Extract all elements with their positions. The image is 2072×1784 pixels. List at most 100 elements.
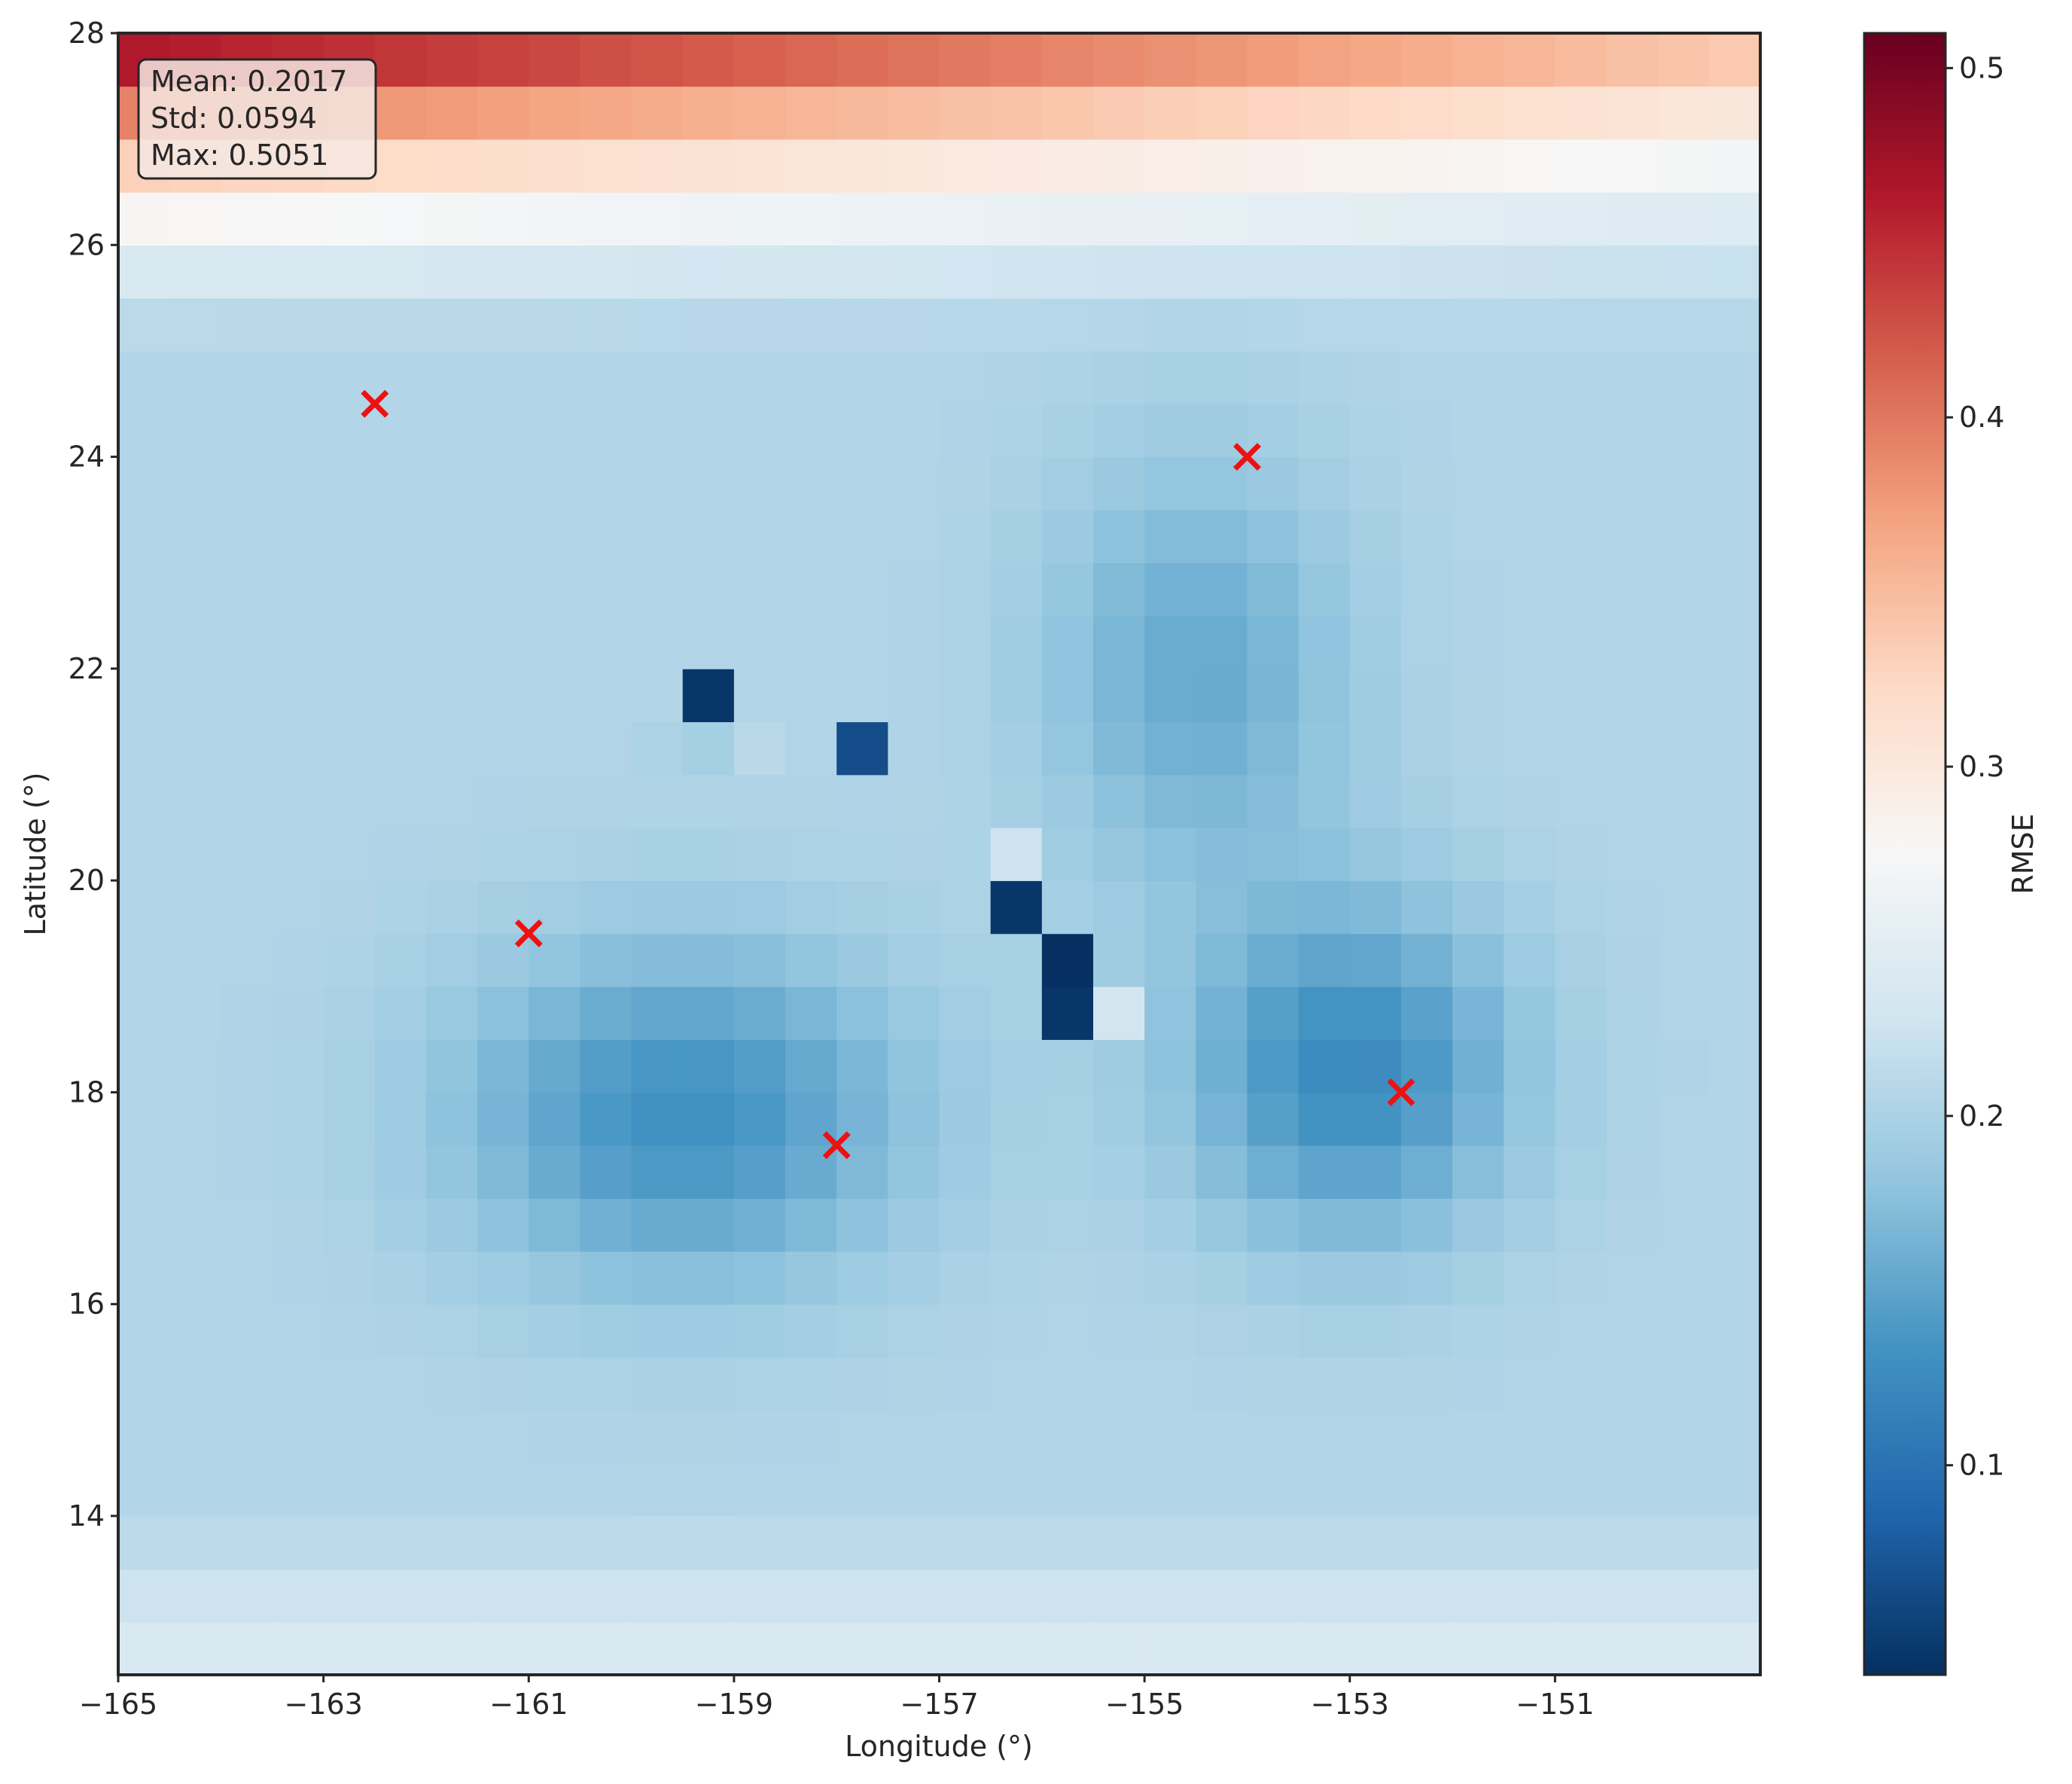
- heatmap-cell: [682, 880, 735, 935]
- heatmap-cell: [1144, 1092, 1197, 1146]
- heatmap-cell: [1555, 880, 1607, 935]
- heatmap-cell: [1247, 721, 1300, 776]
- heatmap-cell: [1298, 1251, 1351, 1305]
- heatmap-cell: [477, 721, 530, 776]
- heatmap-cell: [221, 509, 273, 564]
- station-marker: [1233, 443, 1261, 471]
- heatmap-cell: [580, 880, 632, 935]
- heatmap-cell: [682, 1145, 735, 1199]
- heatmap-cell: [323, 986, 376, 1040]
- heatmap-cell: [939, 1304, 992, 1358]
- heatmap-cell: [221, 563, 273, 617]
- heatmap-cell: [1196, 880, 1248, 935]
- heatmap-cell: [477, 774, 530, 828]
- heatmap-cell: [1349, 1410, 1402, 1464]
- heatmap-cell: [1504, 297, 1556, 352]
- y-tick: 18: [69, 1075, 118, 1109]
- heatmap-cell: [1041, 86, 1094, 140]
- heatmap-cell: [682, 1410, 735, 1464]
- heatmap-cell: [1196, 509, 1248, 564]
- heatmap-cell: [1708, 1357, 1761, 1411]
- heatmap-cell: [836, 33, 889, 87]
- heatmap-cell: [1349, 1198, 1402, 1252]
- heatmap-cell: [1708, 1516, 1761, 1570]
- heatmap-cell: [1349, 1621, 1402, 1676]
- heatmap-cell: [1606, 245, 1659, 299]
- heatmap-cell: [939, 1039, 992, 1093]
- heatmap-cell: [118, 774, 170, 828]
- heatmap-cell: [272, 509, 325, 564]
- heatmap-cell: [990, 509, 1043, 564]
- heatmap-cell: [939, 191, 992, 246]
- heatmap-cell: [477, 404, 530, 458]
- heatmap-cell: [1708, 139, 1761, 193]
- y-tick: 24: [69, 441, 118, 474]
- heatmap-cell: [1092, 1039, 1145, 1093]
- heatmap-cell: [374, 880, 427, 935]
- heatmap-cell: [682, 1251, 735, 1305]
- heatmap-cell: [682, 774, 735, 828]
- heatmap-cell: [733, 297, 786, 352]
- heatmap-cell: [939, 721, 992, 776]
- heatmap-cell: [425, 1039, 478, 1093]
- heatmap-cell: [1092, 139, 1145, 193]
- y-tick-label: 28: [69, 17, 105, 50]
- colorbar: [1863, 32, 1947, 1676]
- heatmap-cell: [836, 350, 889, 405]
- heatmap-cell: [272, 615, 325, 669]
- heatmap-cell: [1196, 615, 1248, 669]
- heatmap-cell: [1452, 86, 1505, 140]
- heatmap-cell: [1657, 139, 1710, 193]
- heatmap-cell: [1606, 33, 1659, 87]
- heatmap-cell: [785, 86, 837, 140]
- heatmap-cell: [1504, 1092, 1556, 1146]
- heatmap-cell: [580, 1304, 632, 1358]
- heatmap-cell: [888, 1569, 940, 1623]
- heatmap-cell: [425, 1092, 478, 1146]
- heatmap-cell: [1555, 86, 1607, 140]
- colorbar-tick-label: 0.5: [1959, 51, 2004, 84]
- heatmap-cell: [631, 563, 684, 617]
- heatmap-cell: [1555, 1516, 1607, 1570]
- heatmap-cell: [1555, 404, 1607, 458]
- heatmap-cell: [1555, 191, 1607, 246]
- heatmap-cell: [1708, 1251, 1761, 1305]
- heatmap-cell: [682, 1569, 735, 1623]
- heatmap-cell: [733, 456, 786, 511]
- heatmap-cell: [323, 774, 376, 828]
- heatmap-cell: [529, 1357, 581, 1411]
- heatmap-cell: [733, 33, 786, 87]
- heatmap-cell: [580, 1039, 632, 1093]
- heatmap-cell: [1196, 668, 1248, 722]
- heatmap-cell: [990, 1410, 1043, 1464]
- station-marker: [1387, 1078, 1415, 1106]
- heatmap-cell: [785, 933, 837, 987]
- heatmap-cell: [1247, 668, 1300, 722]
- heatmap-cell: [374, 1462, 427, 1517]
- heatmap-cell: [1041, 1198, 1094, 1252]
- heatmap-cell: [1400, 721, 1453, 776]
- heatmap-cell: [1092, 933, 1145, 987]
- heatmap-cell: [785, 191, 837, 246]
- stats-box: Mean: 0.2017 Std: 0.0594 Max: 0.5051: [137, 58, 377, 180]
- heatmap-cell: [1041, 509, 1094, 564]
- heatmap-cell: [1606, 1569, 1659, 1623]
- heatmap-cell: [733, 1039, 786, 1093]
- heatmap-cell: [425, 1462, 478, 1517]
- heatmap-cell: [1657, 1410, 1710, 1464]
- heatmap-cell: [477, 1251, 530, 1305]
- heatmap-cell: [169, 933, 222, 987]
- heatmap-cell: [990, 1462, 1043, 1517]
- heatmap-cell: [1504, 350, 1556, 405]
- heatmap-cell: [323, 1516, 376, 1570]
- heatmap-cell: [631, 827, 684, 881]
- heatmap-cell: [118, 1462, 170, 1517]
- heatmap-cell: [733, 827, 786, 881]
- heatmap-cell: [1247, 1621, 1300, 1676]
- heatmap-cell: [785, 1569, 837, 1623]
- heatmap-cell: [1144, 245, 1197, 299]
- heatmap-cell: [836, 1462, 889, 1517]
- heatmap-cell: [682, 827, 735, 881]
- heatmap-cell: [1708, 933, 1761, 987]
- heatmap-cell: [939, 1251, 992, 1305]
